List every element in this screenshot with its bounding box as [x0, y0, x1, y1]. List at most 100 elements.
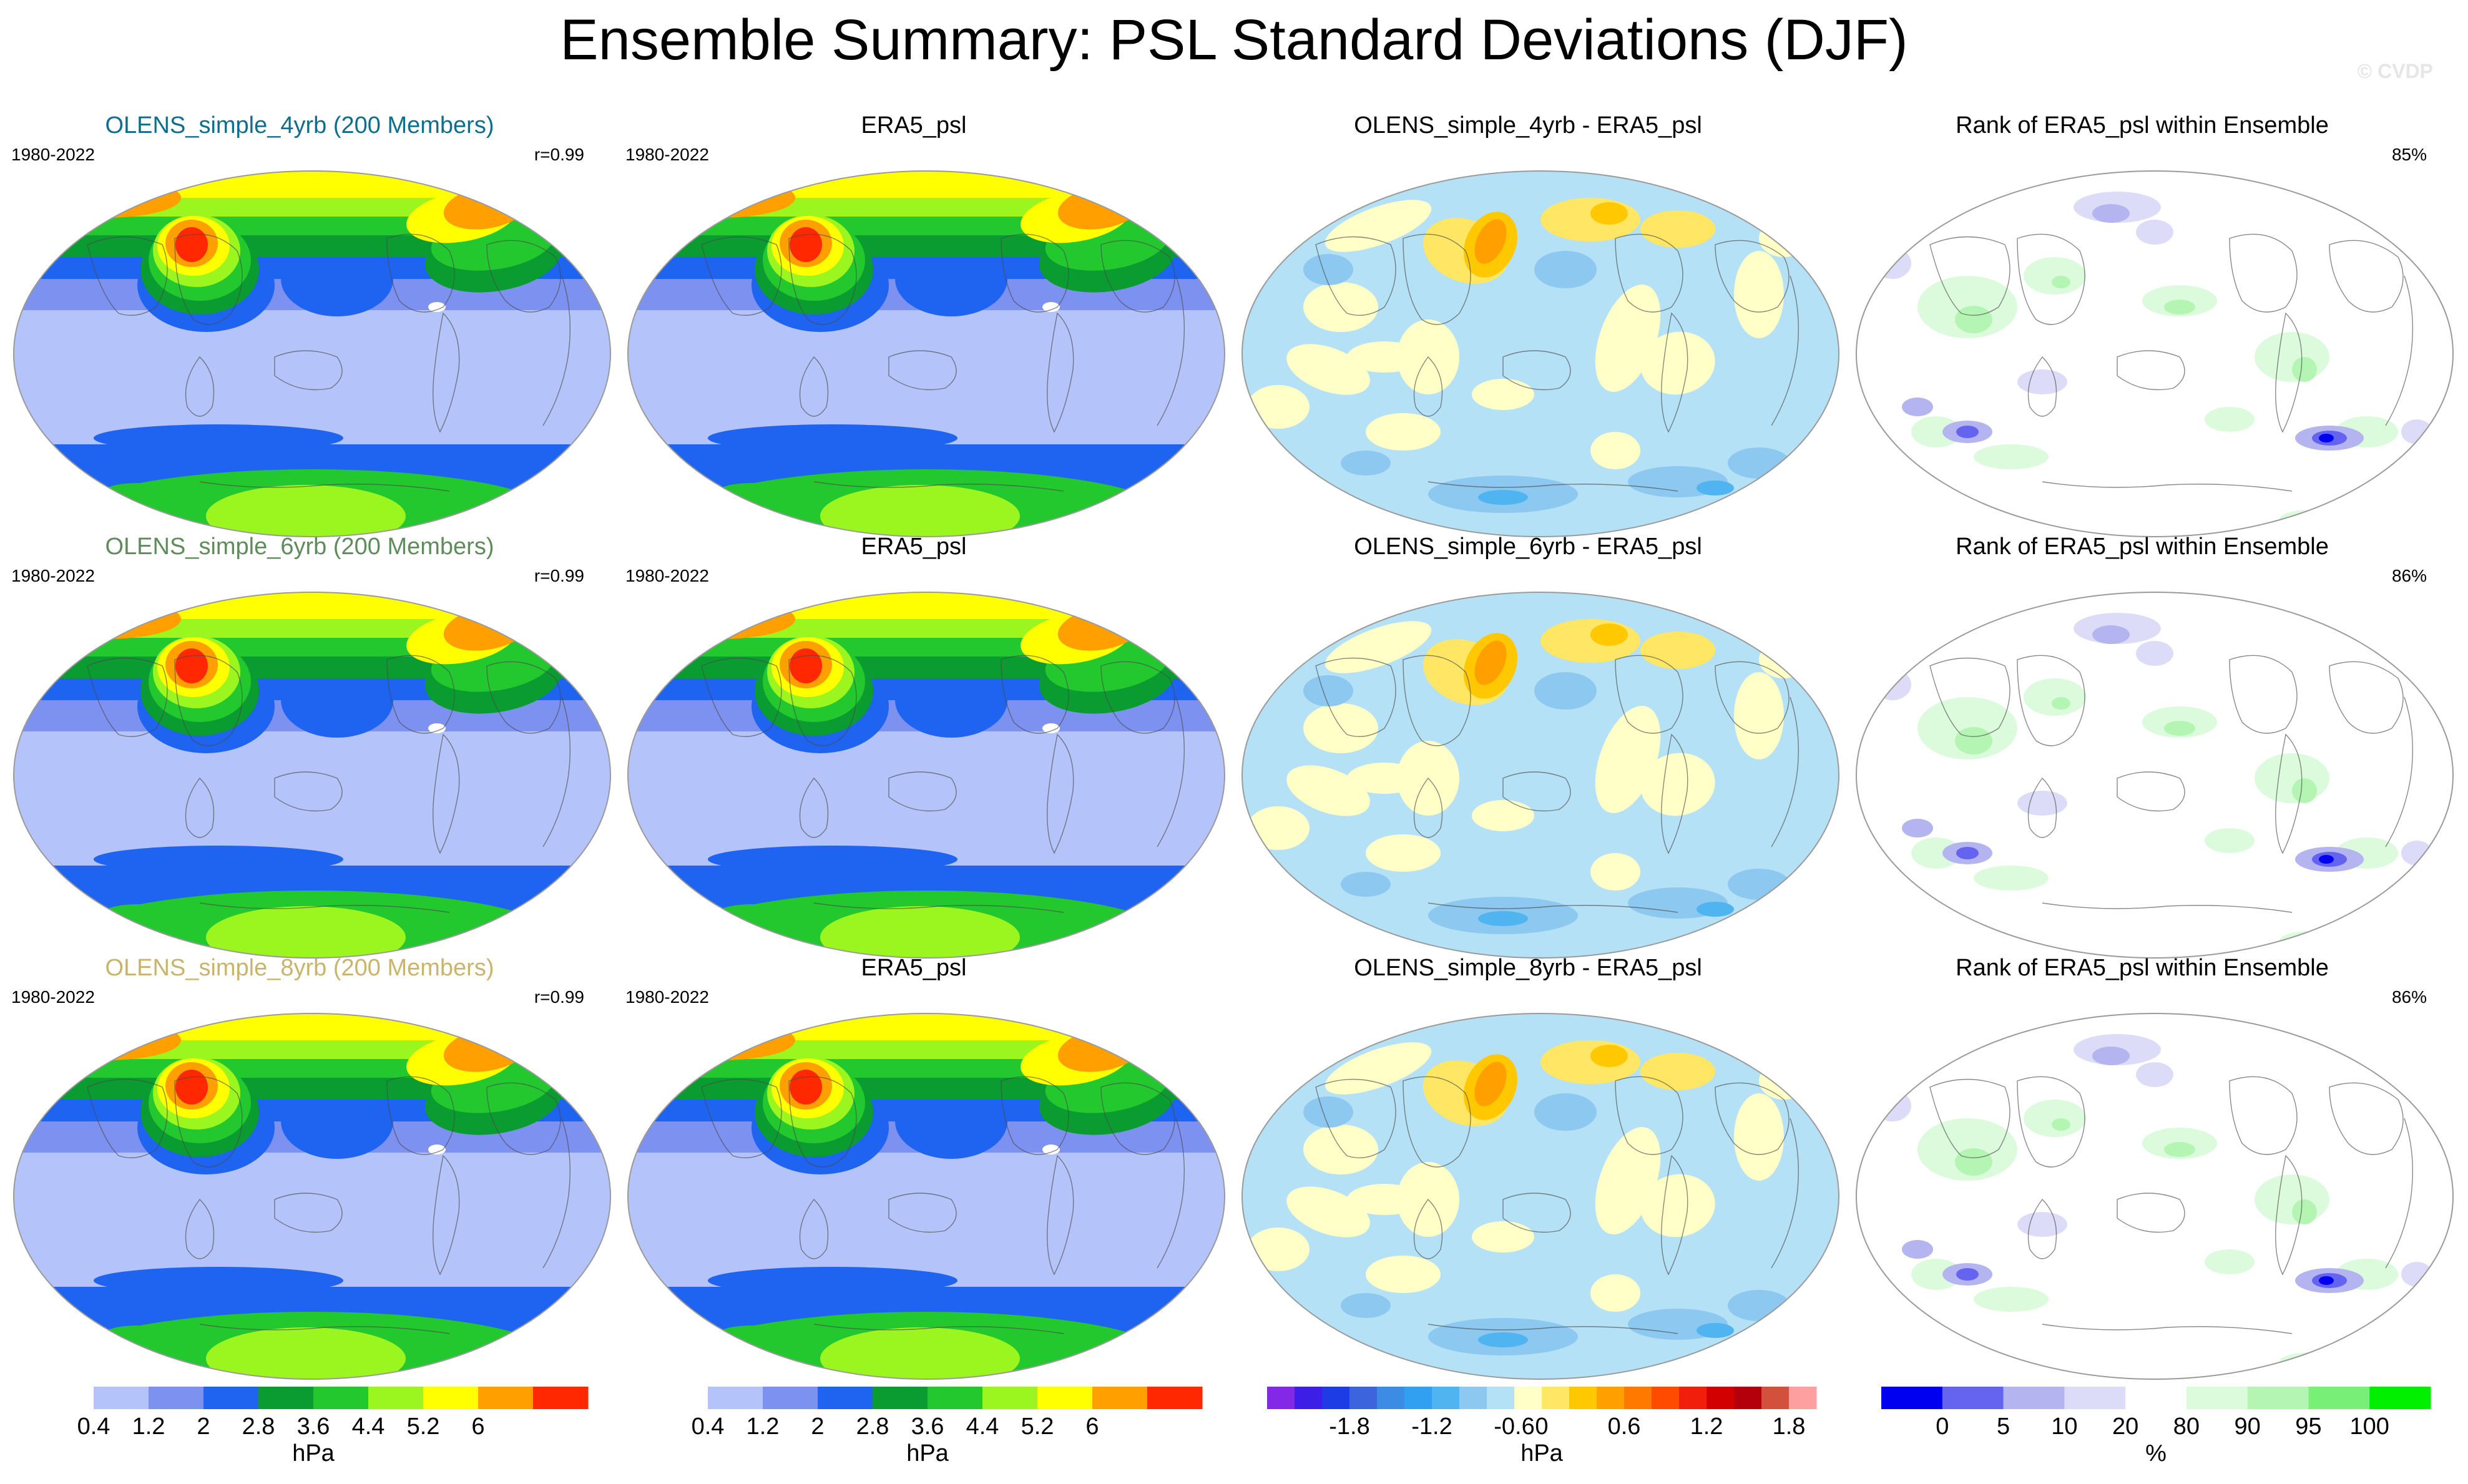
colorbar-swatch — [928, 1387, 983, 1409]
colorbar-swatch — [1037, 1387, 1093, 1409]
map-sd — [627, 1013, 1225, 1380]
map-field — [1242, 592, 1839, 958]
panel-title: OLENS_simple_8yrb (200 Members) — [105, 955, 494, 981]
panel-title: ERA5_psl — [861, 112, 967, 139]
colorbar-swatch — [1942, 1387, 2004, 1409]
panel-title: OLENS_simple_4yrb - ERA5_psl — [1354, 112, 1702, 139]
map-panel: ERA5_psl 1980-2022 — [614, 112, 1225, 537]
panel-stat: r=0.99 — [534, 145, 584, 164]
map-field — [1242, 171, 1839, 537]
colorbar-svg: -1.8 -1.2 -0.6 0 0.6 1.2 1.8 — [1267, 1387, 1817, 1440]
panel-period: 1980-2022 — [625, 566, 709, 585]
map-area — [627, 591, 1226, 959]
colorbar-swatch — [1349, 1387, 1378, 1409]
colorbar-tick-label: -1.8 — [1329, 1413, 1369, 1440]
colorbar-swatch — [478, 1387, 534, 1409]
colorbar-tick-label: -0.6 — [1494, 1413, 1534, 1440]
panel-period: 1980-2022 — [11, 987, 95, 1007]
colorbar-swatch — [94, 1387, 149, 1409]
map-panel: Rank of ERA5_psl within Ensemble 86% — [1843, 955, 2454, 1380]
map-outline — [13, 1013, 611, 1380]
map-panel: ERA5_psl 1980-2022 — [614, 534, 1225, 959]
colorbar-swatch — [1459, 1387, 1487, 1409]
map-outline — [1856, 170, 2454, 537]
colorbar-swatch — [2125, 1387, 2187, 1409]
map-area — [627, 1012, 1226, 1380]
colorbar-swatch — [1487, 1387, 1515, 1409]
colorbar-swatch — [1404, 1387, 1432, 1409]
colorbar-tick-label: 20 — [2112, 1413, 2138, 1440]
map-panel: ERA5_psl 1980-2022 — [614, 955, 1225, 1380]
colorbar-units: hPa — [906, 1440, 949, 1467]
colorbar-tick-label: 80 — [2173, 1413, 2200, 1440]
panel-title: OLENS_simple_6yrb (200 Members) — [105, 534, 494, 560]
panel-title: OLENS_simple_6yrb - ERA5_psl — [1354, 534, 1702, 560]
map-diff — [1241, 1013, 1839, 1380]
colorbar-tick-label: 6 — [1085, 1413, 1099, 1440]
colorbar-tick-label: 3.6 — [297, 1413, 330, 1440]
map-area — [1241, 591, 1840, 959]
colorbar-diff: -1.8 -1.2 -0.6 0 0.6 1.2 1.8 hPa — [1267, 1384, 1866, 1467]
colorbar-swatch — [982, 1387, 1038, 1409]
copyright-watermark: © CVDP — [2357, 60, 2433, 82]
colorbar-tick-label: 2 — [197, 1413, 210, 1440]
map-outline — [1241, 592, 1839, 959]
colorbar-swatch — [1652, 1387, 1680, 1409]
colorbar-swatch — [1432, 1387, 1460, 1409]
colorbar-tick-label: 4.4 — [966, 1413, 999, 1440]
colorbar-svg: 0.4 1.2 2 2.8 3.6 4.4 5.2 6 — [39, 1387, 589, 1440]
map-rank — [1856, 592, 2454, 959]
map-field — [14, 1013, 610, 1379]
map-panel: OLENS_simple_6yrb (200 Members) 1980-2022… — [0, 534, 611, 959]
map-area — [12, 170, 612, 538]
colorbar-tick-label: 1.2 — [132, 1413, 165, 1440]
map-outline — [1856, 1013, 2454, 1380]
colorbar-tick-label: 1.2 — [747, 1413, 780, 1440]
map-field — [1856, 592, 2453, 958]
map-outline — [13, 592, 611, 959]
colorbar-swatch — [1761, 1387, 1790, 1409]
colorbar-sd-2: 0.4 1.2 2 2.8 3.6 4.4 5.2 6 hPa — [653, 1384, 1252, 1467]
map-field — [628, 1013, 1225, 1379]
colorbar-tick-label: 2 — [811, 1413, 824, 1440]
map-outline — [627, 592, 1225, 959]
colorbar-swatch — [2186, 1387, 2248, 1409]
colorbar-swatch — [763, 1387, 818, 1409]
colorbar-swatch — [368, 1387, 424, 1409]
map-sd — [13, 1013, 611, 1380]
map-outline — [627, 1013, 1225, 1380]
map-field — [628, 592, 1225, 958]
map-diff — [1241, 170, 1839, 537]
map-panel: OLENS_simple_8yrb - ERA5_psl — [1228, 955, 1839, 1380]
panel-period: 1980-2022 — [625, 145, 709, 164]
colorbar-swatch — [2369, 1387, 2431, 1409]
colorbar-swatch — [818, 1387, 873, 1409]
map-area — [1855, 591, 2454, 959]
colorbar-swatch — [653, 1387, 708, 1409]
map-panel: OLENS_simple_6yrb - ERA5_psl — [1228, 534, 1839, 959]
colorbar-swatch — [1542, 1387, 1570, 1409]
map-field — [14, 171, 610, 537]
colorbar-swatch — [2064, 1387, 2126, 1409]
colorbar-swatch — [873, 1387, 928, 1409]
map-area — [627, 170, 1226, 538]
panel-title: OLENS_simple_4yrb (200 Members) — [105, 112, 494, 139]
colorbar-tick-label: 0 — [1535, 1413, 1548, 1440]
colorbar-swatch — [1092, 1387, 1148, 1409]
colorbar-swatch — [1789, 1387, 1817, 1409]
map-field — [1856, 171, 2453, 537]
colorbar-swatch — [1734, 1387, 1762, 1409]
colorbar-swatch — [1569, 1387, 1597, 1409]
map-field — [14, 592, 610, 958]
colorbar-tick-label: 0.4 — [77, 1413, 110, 1440]
map-rank — [1856, 1013, 2454, 1380]
colorbar-rank: 0 5 10 20 80 90 95 100% — [1881, 1384, 2468, 1467]
colorbar-tick-label: 2.8 — [856, 1413, 889, 1440]
map-area — [1855, 1012, 2454, 1380]
colorbar-swatch — [1514, 1387, 1542, 1409]
map-area — [1241, 1012, 1840, 1380]
colorbar-sd-1: 0.4 1.2 2 2.8 3.6 4.4 5.2 6 hPa — [39, 1384, 638, 1467]
colorbar-tick-label: 1.2 — [1690, 1413, 1723, 1440]
panel-title: Rank of ERA5_psl within Ensemble — [1956, 112, 2329, 139]
map-outline — [1856, 592, 2454, 959]
